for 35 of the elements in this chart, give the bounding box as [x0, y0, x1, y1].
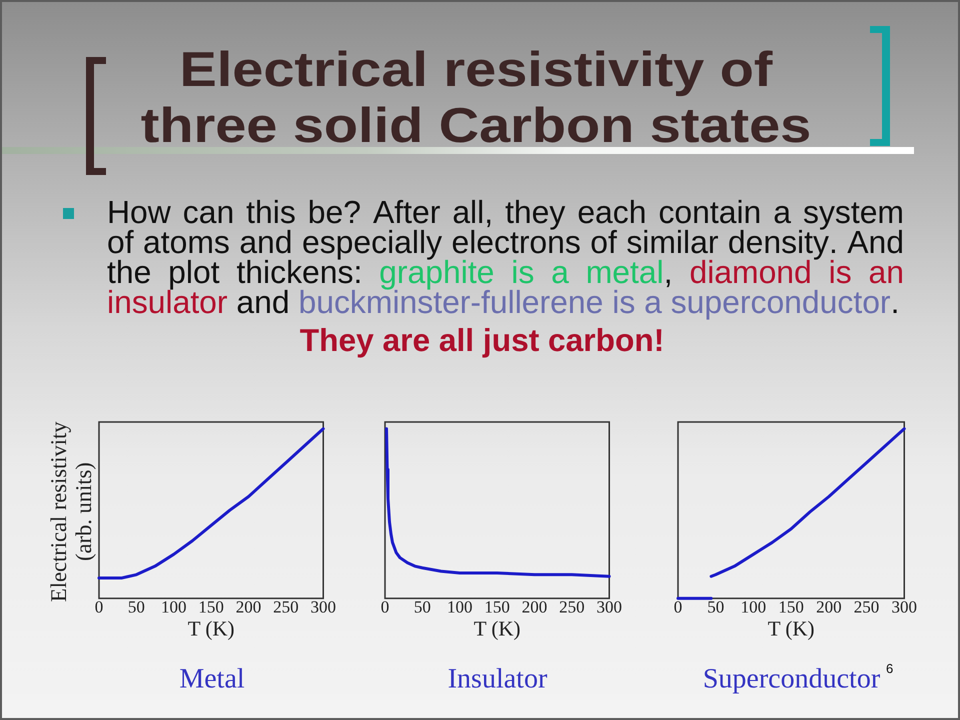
text: . [890, 284, 900, 320]
x-tick-label: 200 [236, 597, 262, 616]
x-tick-label: 200 [522, 597, 548, 616]
x-tick-label: 250 [854, 597, 880, 616]
x-axis-title: T (K) [188, 616, 235, 640]
x-tick-label: 0 [380, 597, 390, 616]
text: How can this be? After all, they each contain a system [107, 194, 904, 230]
x-tick-label: 250 [559, 597, 585, 616]
x-tick-label: 150 [778, 597, 804, 616]
x-tick-label: 300 [596, 597, 622, 616]
text: Insulator [448, 664, 548, 695]
x-axis-title: T (K) [768, 616, 815, 640]
x-axis-title: T (K) [474, 616, 521, 640]
x-tick-label: 200 [816, 597, 842, 616]
text: , [664, 254, 673, 290]
x-tick-label: 50 [707, 597, 724, 616]
x-tick-label: 300 [892, 597, 917, 616]
text: Electrical resistivity of three solid Carbon states [140, 42, 812, 154]
x-tick-label: 250 [273, 597, 299, 616]
x-tick-label: 100 [447, 597, 472, 616]
text: Metal [179, 664, 245, 695]
x-tick-label: 150 [484, 597, 510, 616]
text: and [236, 284, 290, 320]
text: Superconductor [702, 664, 881, 695]
text: 6 [886, 661, 894, 676]
x-tick-label: 0 [674, 597, 682, 616]
x-tick-label: 0 [94, 597, 104, 616]
x-tick-label: 50 [128, 597, 145, 616]
text: They are all just carbon! [298, 322, 666, 358]
x-tick-label: 100 [161, 597, 186, 616]
y-axis-title: Electrical resistivity (arb. units) [46, 420, 96, 602]
x-tick-label: 150 [198, 597, 224, 616]
x-tick-label: 300 [310, 597, 336, 616]
x-tick-label: 100 [740, 597, 766, 616]
x-tick-label: 50 [414, 597, 431, 616]
